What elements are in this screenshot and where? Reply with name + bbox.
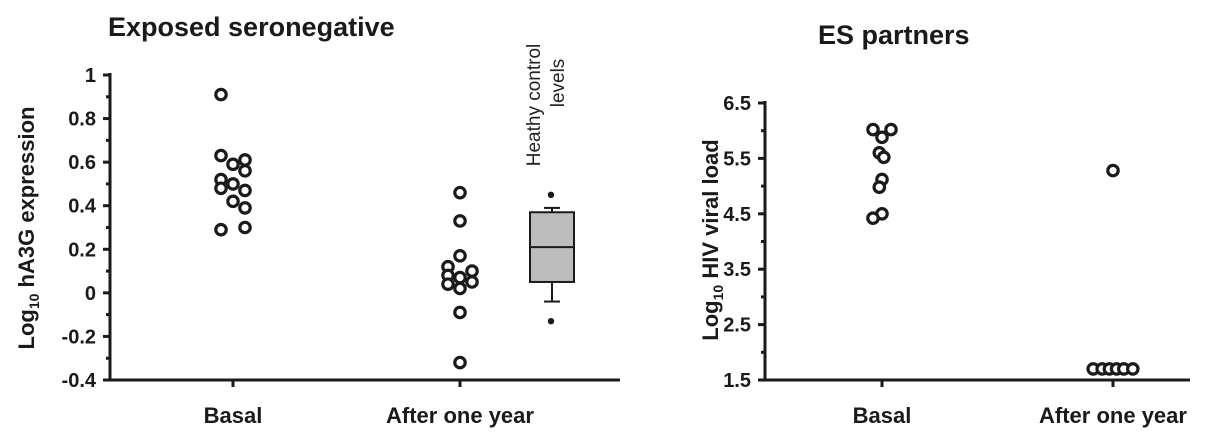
box-outlier [547,317,555,325]
y-tick-label: 0 [85,283,96,305]
y-tick-label: 0.6 [68,152,96,174]
x-category-label: After one year [386,403,534,428]
chart-title: ES partners [818,20,970,50]
data-point [872,180,887,195]
data-point [238,164,252,178]
data-point [453,214,467,228]
data-point [238,153,252,167]
data-point [453,249,467,263]
y-axis-title: Log10 HIV viral load [698,139,726,340]
data-point [226,157,240,172]
y-tick-label: -0.2 [62,326,96,348]
data-point [453,355,467,370]
y-tick-label: 4.5 [723,204,751,226]
data-point [453,185,467,200]
data-point [1126,362,1140,376]
y-axis-title-subscript: 10 [26,293,42,309]
data-point [453,281,467,296]
data-point [866,211,880,226]
y-axis-title-subscript: 10 [710,285,726,301]
data-point [238,201,252,215]
y-tick-label: 1 [85,65,96,87]
y-tick-label: 0.2 [68,239,96,261]
box-label-line2: levels [548,59,569,108]
data-point [884,122,898,137]
left-chart-panel: Exposed seronegative -0.4 -0.2 0 0.2 0.4 0.6 0.… [14,12,620,428]
right-chart-panel: ES partners 1.5 2.5 3.5 4.5 5.5 6.5 Log10 HIV v… [698,20,1190,428]
data-point [441,277,455,291]
data-point [214,87,228,102]
data-point [214,181,228,196]
chart-title: Exposed seronegative [108,12,395,42]
data-point [465,275,479,289]
data-point [453,270,467,285]
y-axis-title-rest: HIV viral load [698,139,723,285]
y-tick-label: 1.5 [723,370,751,392]
y-tick-label: 0.8 [68,109,96,131]
y-tick-label: 6.5 [723,93,751,115]
y-tick-label: 3.5 [723,259,751,281]
y-axis-title-log: Log [698,300,723,340]
y-tick-label: 2.5 [723,315,751,337]
y-tick-label: 5.5 [723,148,751,170]
data-point [1106,163,1120,178]
data-point [226,194,240,209]
data-point [875,130,889,145]
data-point [876,150,891,165]
y-tick-label: 0.4 [68,196,97,218]
data-point [226,177,240,191]
data-point [866,122,880,137]
data-point [465,264,479,278]
y-axis-title-rest: hA3G expression [14,107,39,294]
box-outlier [547,191,555,199]
box-label-line1: Heathy control [524,44,545,167]
y-tick-label: -0.4 [62,370,97,392]
y-axis-title-log: Log [14,309,39,349]
data-point [238,183,252,198]
x-category-label: Basal [853,403,912,428]
x-category-label: After one year [1039,403,1187,428]
data-point [214,222,228,237]
data-point [453,305,467,320]
data-point [214,148,228,163]
y-axis-title: Log10 hA3G expression [14,107,42,350]
x-category-label: Basal [204,403,263,428]
data-point [238,220,252,235]
